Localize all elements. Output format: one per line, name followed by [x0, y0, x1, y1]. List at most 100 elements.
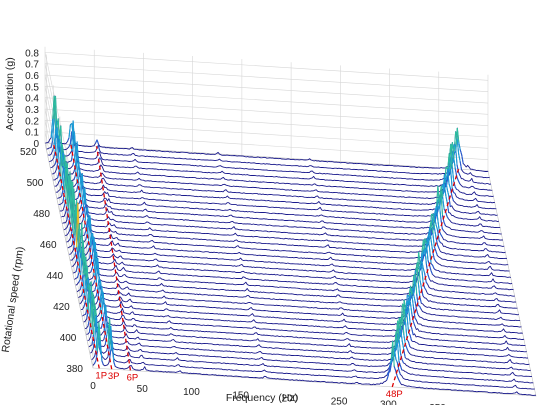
spectrum-peak-seg-440-235	[418, 251, 421, 265]
spectrum-peak-seg-496-265	[443, 174, 447, 182]
spectrum-peak-seg-524-282	[459, 149, 463, 156]
spectrum-peak-seg-420-226	[411, 295, 415, 308]
spectrum-line-512	[49, 118, 493, 191]
spectrum-peak-seg-504-271	[450, 169, 453, 188]
y-tick-420: 420	[53, 302, 70, 313]
spectrum-peak-seg-384-209	[398, 369, 401, 375]
spectrum-peak-seg-396-213	[400, 329, 403, 341]
spectrum-peak-seg-508-273	[451, 167, 455, 182]
spectrum-peak-seg-404-216	[402, 303, 405, 308]
spectrum-peak-seg-468-254	[436, 244, 440, 249]
spectrum-peak-seg-524-36	[96, 139, 100, 145]
spectrum-peak-seg-400-216	[403, 334, 406, 344]
spectrum-peak-seg-420-13	[96, 290, 100, 302]
spectrum-peak-seg-408-12	[99, 316, 102, 321]
spectrum-peak-seg-380-2	[93, 360, 97, 364]
spectrum-peak-seg-524-17	[68, 124, 71, 138]
y-tick-460: 460	[40, 240, 57, 251]
spectrum-peak-seg-412-222	[408, 308, 411, 324]
spectrum-peak-seg-448-239	[421, 239, 424, 253]
spectrum-peak-seg-420-225	[409, 286, 413, 296]
spectrum-line-384	[91, 325, 535, 390]
spectrum-peak-seg-448-4	[74, 247, 77, 257]
spectrum-peak-seg-496-6	[61, 143, 65, 153]
spectrum-peak-seg-408-13	[100, 299, 104, 318]
spectrum-peak-seg-428-15	[97, 258, 100, 280]
spectrum-peak-seg-408-222	[409, 334, 413, 341]
grid-line-back-h-7	[44, 63, 489, 92]
spectrum-peak-seg-396-13	[104, 322, 108, 334]
spectrum-peak-seg-456-5	[73, 206, 76, 234]
spectrum-line-392	[88, 304, 532, 378]
spectrum-peak-seg-432-13	[93, 280, 96, 284]
spectrum-peak-seg-520-279	[456, 138, 460, 154]
spectrum-line-456	[67, 206, 511, 279]
spectrum-peak-seg-476-5	[66, 175, 70, 206]
spectrum-peak-seg-392-210	[397, 320, 400, 341]
spectrum-peak-seg-488-4	[61, 188, 64, 196]
spectrum-peak-seg-380-15	[113, 361, 116, 367]
spectrum-peak-seg-408-4	[87, 284, 91, 312]
spectrum-peak-seg-380-201	[387, 365, 391, 376]
x-tick-100: 100	[183, 387, 200, 398]
spectrum-peak-seg-476-258	[440, 234, 443, 238]
spectrum-line-504	[51, 125, 495, 204]
spectrum-peak-seg-432-232	[416, 267, 419, 284]
z-tick-0.7: 0.7	[25, 60, 39, 71]
spectrum-peak-seg-384-206	[393, 348, 397, 360]
spectrum-peak-seg-432-234	[419, 296, 422, 304]
spectrum-peak-seg-400-215	[401, 314, 405, 335]
spectrum-peak-seg-496-4	[58, 179, 61, 182]
spectrum-line-460	[66, 188, 510, 272]
spectrum-peak-seg-384-6	[98, 334, 102, 353]
spectrum-peak-seg-496-16	[76, 162, 79, 183]
spectrum-line-408	[83, 281, 527, 353]
spectrum-peak-seg-472-256	[438, 240, 442, 244]
spectrum-peak-seg-492-265	[445, 195, 448, 204]
spectrum-peak-seg-500-266	[444, 166, 447, 183]
spectrum-peak-seg-452-245	[428, 264, 432, 271]
spectrum-line-448	[70, 202, 514, 291]
spectrum-line-484	[58, 167, 502, 235]
spectrum-peak-seg-464-14	[83, 230, 87, 236]
spectrum-peak-seg-396-14	[106, 322, 109, 328]
spectrum-peak-seg-492-15	[76, 184, 79, 192]
order-line-48P	[391, 168, 460, 388]
spectrum-peak-seg-396-4	[91, 295, 95, 329]
spectrum-peak-seg-488-265	[446, 216, 450, 220]
z-tick-0.5: 0.5	[25, 82, 39, 93]
grid-line-back-h-4	[44, 97, 489, 126]
spectrum-peak-seg-480-5	[65, 163, 68, 199]
y-axis-label: Rotational speed (rpm)	[0, 246, 26, 353]
spectrum-peak-seg-516-276	[453, 144, 456, 146]
harmonic-label-48P: 48P	[386, 389, 403, 400]
x-tick-0: 0	[90, 381, 96, 392]
spectrum-peak-seg-512-5	[54, 127, 58, 152]
spectrum-line-412	[82, 285, 526, 347]
spectrum-peak-seg-520-280	[458, 153, 461, 162]
spectrum-peak-seg-492-4	[59, 183, 63, 190]
spectrum-peak-seg-392-5	[94, 304, 97, 316]
spectrum-peak-seg-516-279	[457, 171, 461, 176]
spectrum-peak-seg-472-17	[85, 205, 89, 216]
spectrum-peak-seg-484-262	[443, 222, 446, 226]
spectrum-peak-seg-392-213	[401, 359, 405, 364]
spectrum-peak-seg-440-13	[90, 267, 93, 272]
spectrum-peak-seg-380-6	[99, 341, 103, 361]
spectrum-peak-seg-460-15	[86, 216, 90, 234]
spectrum-peak-seg-496-267	[446, 189, 450, 197]
spectrum-line-488	[57, 161, 501, 229]
spectrum-line-424	[78, 256, 522, 328]
spectrum-peak-seg-384-207	[395, 358, 398, 363]
spectrum-peak-seg-496-5	[59, 143, 63, 180]
harmonic-label-1P: 1P	[95, 370, 107, 381]
grid-line-back-h-5	[44, 86, 489, 115]
spectrum-peak-seg-516-5	[53, 134, 56, 147]
spectrum-peak-seg-380-204	[392, 340, 395, 367]
spectrum-peak-seg-516-17	[71, 120, 74, 151]
y-tick-480: 480	[33, 209, 50, 220]
y-tick-440: 440	[46, 271, 63, 282]
spectrum-line-428	[76, 253, 521, 322]
spectrum-peak-seg-524-16	[66, 137, 70, 142]
